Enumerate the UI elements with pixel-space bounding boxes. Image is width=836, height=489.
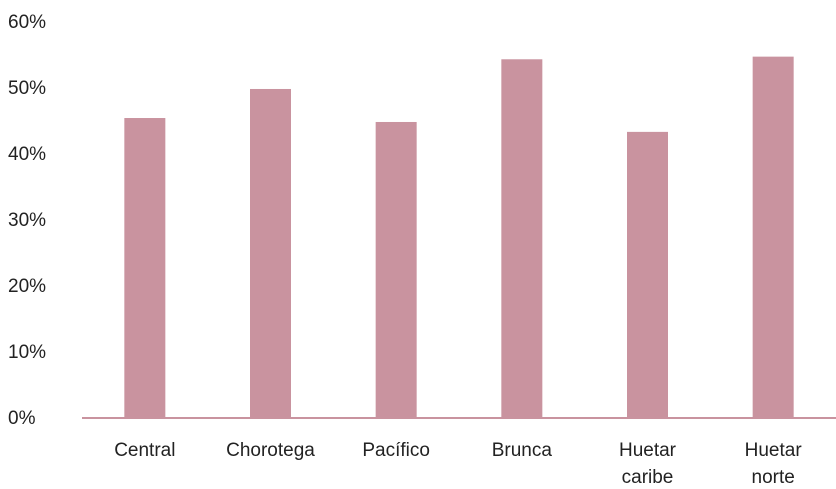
x-tick-label: Pacífico [362,440,430,461]
y-tick-label: 10% [8,342,46,363]
y-tick-label: 30% [8,210,46,231]
y-tick-label: 60% [8,12,46,33]
y-tick-label: 0% [8,408,36,429]
bars [124,56,794,418]
y-tick-label: 50% [8,78,46,99]
x-axis-labels: Central Chorotega Pacífico Brunca Huetar cari… [114,440,802,488]
x-tick-label: Huetar caribe [619,440,677,488]
y-tick-label: 20% [8,276,46,297]
bar [627,131,668,417]
x-tick-label: Huetar norte [745,440,803,488]
bar [752,56,794,417]
x-tick-label: Brunca [492,440,553,461]
y-axis-ticks: 0% 10% 20% 30% 40% 50% 60% [8,12,46,429]
bar [250,88,291,417]
bar [501,59,543,417]
y-tick-label: 40% [8,144,46,165]
x-tick-label: Chorotega [226,440,315,461]
bar [375,121,417,417]
bar [124,118,166,418]
x-tick-label: Central [114,440,175,461]
